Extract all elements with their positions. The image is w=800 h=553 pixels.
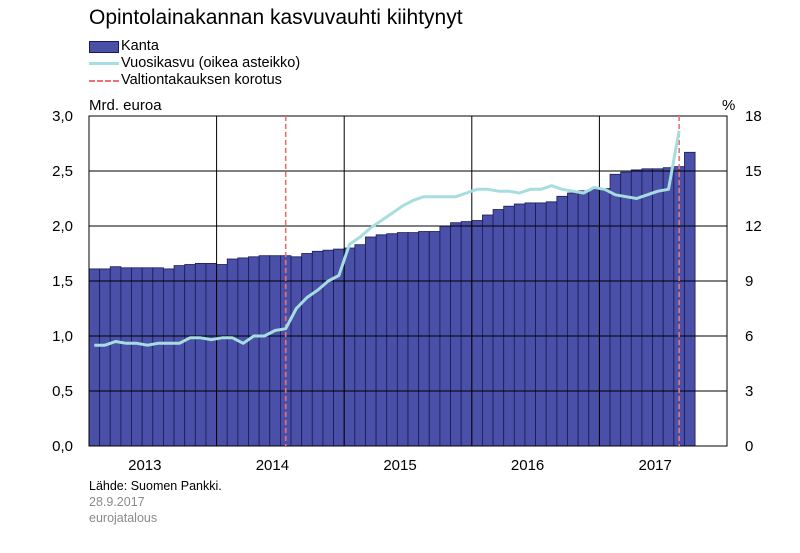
bar [88,268,101,447]
bar [120,267,132,447]
bar [407,232,420,447]
right-tick-label: 9 [745,273,753,290]
bar [471,220,483,447]
bar [354,244,366,447]
bar [524,202,537,447]
bar [141,267,154,447]
footer: Lähde: Suomen Pankki. 28.9.2017 eurojata… [89,478,222,526]
bar [163,268,175,447]
bar [396,232,409,447]
bar [492,209,505,447]
bar [365,236,377,447]
bar [173,265,186,447]
legend-item-dash: Valtiontakauksen korotus [89,72,300,89]
left-axis-unit: Mrd. euroa [89,97,162,114]
bar [513,203,526,447]
bar [152,267,164,447]
year-label: 2015 [383,457,416,474]
legend-dash-label: Valtiontakauksen korotus [121,72,282,88]
bar [237,257,249,447]
right-tick-label: 0 [745,438,753,455]
bar [375,234,388,447]
bar [428,231,441,447]
left-tick-label: 3,0 [52,108,73,125]
annual-growth-line [94,130,681,347]
year-label: 2017 [639,457,672,474]
bar [343,247,356,447]
right-tick-label: 18 [745,108,762,125]
left-tick-label: 2,5 [52,163,73,180]
legend-line-swatch [89,62,119,65]
bar [641,168,653,447]
bar [556,195,568,447]
legend-item-bars: Kanta [89,38,300,55]
bar [577,190,590,447]
right-tick-label: 3 [745,383,753,400]
bar [301,253,313,447]
bar [588,189,600,447]
bar [258,255,271,447]
bar [545,201,558,447]
source-note: Lähde: Suomen Pankki. [89,479,222,493]
bar [609,173,622,447]
legend: Kanta Vuosikasvu (oikea asteikko) Valtio… [89,38,300,89]
bar [131,267,143,447]
year-label: 2016 [511,457,544,474]
bar [248,256,260,447]
left-tick-label: 0,0 [52,438,73,455]
bar [662,167,675,447]
bar [482,214,494,447]
bar [216,264,228,447]
bar [599,188,611,447]
right-axis-unit: % [722,97,735,114]
bar [290,256,303,447]
publisher: eurojatalous [89,511,158,525]
bar [99,268,111,447]
legend-item-line: Vuosikasvu (oikea asteikko) [89,55,300,72]
bar [226,258,239,447]
right-tick-label: 15 [745,163,762,180]
bar [109,266,122,447]
bar [535,202,547,447]
publish-date: 28.9.2017 [89,495,145,509]
bar [460,221,473,447]
legend-bar-swatch [89,40,119,53]
left-tick-label: 1,0 [52,328,73,345]
left-tick-label: 1,5 [52,273,73,290]
bar [184,264,196,447]
bar [450,222,462,447]
right-tick-label: 6 [745,328,753,345]
bar [418,231,430,447]
bar [269,255,281,447]
right-tick-label: 12 [745,218,762,235]
bar [386,233,398,447]
legend-bars-label: Kanta [121,38,159,54]
left-tick-label: 0,5 [52,383,73,400]
chart-title: Opintolainakannan kasvuvauhti kiihtynyt [89,6,463,29]
year-label: 2014 [256,457,289,474]
bar [503,205,515,447]
legend-line-label: Vuosikasvu (oikea asteikko) [121,55,301,71]
bar [620,171,632,447]
bar [630,169,643,447]
bar [652,168,664,447]
year-label: 2013 [128,457,161,474]
left-tick-label: 2,0 [52,218,73,235]
bar [684,151,696,447]
bar [205,262,217,447]
legend-dash-swatch [89,79,119,82]
bar [194,262,207,447]
bar [567,192,579,447]
